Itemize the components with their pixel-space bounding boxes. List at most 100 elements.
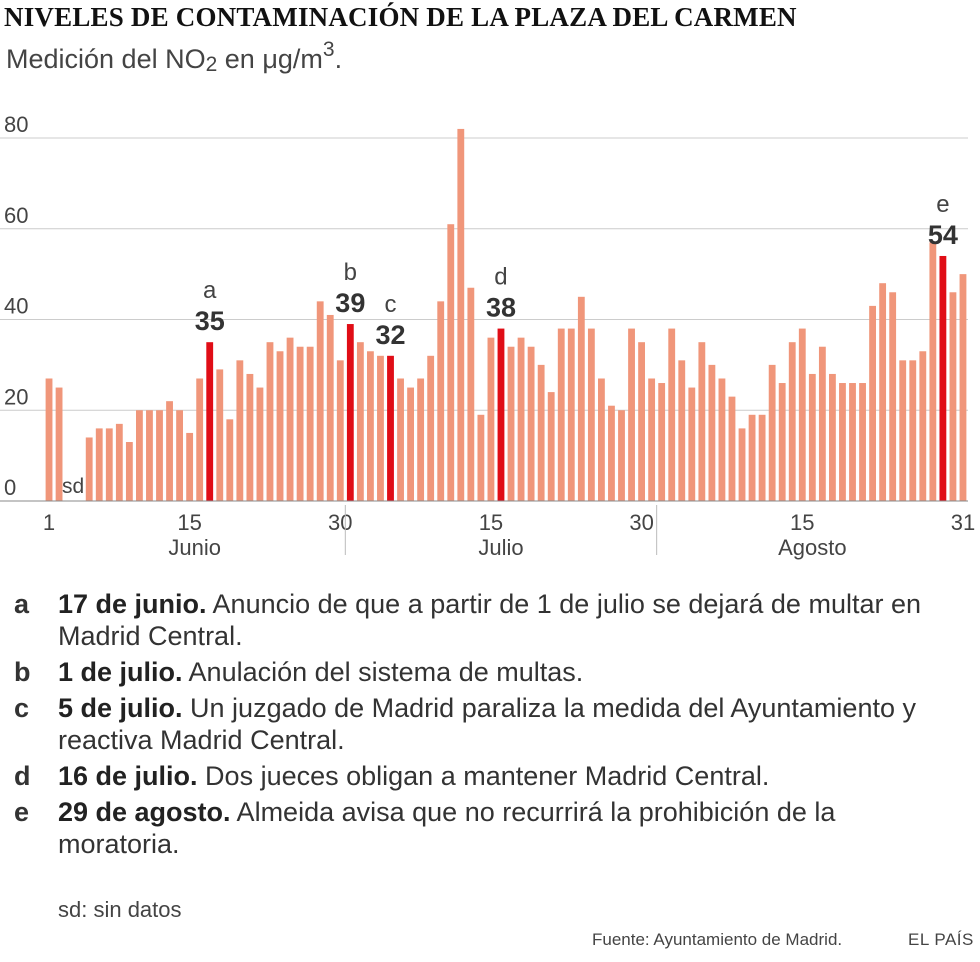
x-tick-label: 30 (328, 510, 352, 535)
bar (859, 383, 866, 501)
y-tick-label: 40 (4, 294, 28, 319)
bar (869, 305, 877, 501)
note-date: 5 de julio. (58, 693, 183, 723)
subtitle-suffix: . (334, 44, 343, 74)
bar (115, 423, 123, 501)
bar (507, 346, 515, 501)
bar (678, 360, 686, 501)
subtitle-subscript: 2 (205, 53, 218, 76)
note-letter: b (14, 657, 31, 687)
bar (738, 428, 746, 501)
annotation-value: 38 (486, 293, 516, 323)
bar (828, 373, 836, 501)
bar (909, 360, 917, 501)
bar (618, 410, 625, 501)
bar (276, 351, 284, 501)
note-body: 29 de agosto. Almeida avisa que no recur… (58, 796, 964, 860)
bar (929, 242, 937, 502)
bar (135, 410, 143, 501)
highlight-bar (387, 355, 394, 501)
bar (537, 364, 545, 501)
bar (296, 346, 304, 501)
chart-title: NIVELES DE CONTAMINACIÓN DE LA PLAZA DEL… (4, 2, 797, 32)
bar (708, 364, 716, 501)
bar (758, 414, 766, 501)
bar (186, 432, 194, 501)
x-tick-label: 1 (43, 510, 55, 535)
bar (788, 342, 796, 501)
bar (366, 351, 374, 501)
bar (407, 387, 415, 501)
bar (919, 351, 927, 501)
note-text: Anulación del sistema de multas. (182, 657, 584, 687)
bar (467, 287, 475, 501)
bar (648, 378, 656, 501)
bar (477, 414, 485, 501)
bar (125, 442, 133, 501)
bar (427, 355, 435, 501)
brand-logo: EL PAÍS (908, 930, 974, 949)
bar (336, 360, 344, 501)
bar (547, 392, 555, 501)
bar (105, 428, 113, 501)
y-tick-label: 80 (4, 112, 28, 137)
chart-subtitle: Medición del NO2 en μg/m3. (6, 38, 343, 76)
bar (808, 373, 816, 501)
note-body: 1 de julio. Anulación del sistema de mul… (58, 656, 964, 688)
note-letter: e (14, 797, 30, 827)
note-date: 17 de junio. (58, 589, 207, 619)
bar (658, 383, 666, 501)
bar (778, 383, 786, 501)
month-label: Julio (478, 535, 523, 560)
bar (798, 328, 806, 501)
bar (326, 314, 334, 501)
bar (718, 378, 726, 501)
bar (849, 383, 856, 501)
bar (527, 346, 535, 501)
bar (638, 342, 646, 501)
annotation-letter: a (203, 277, 217, 304)
bar (246, 373, 254, 501)
annotation-value: 39 (335, 288, 365, 318)
note-letter: c (14, 693, 30, 723)
bar (668, 328, 676, 501)
bar (517, 337, 525, 501)
bar (698, 342, 706, 501)
bar (55, 387, 63, 501)
bar (156, 410, 163, 501)
x-tick-label: 15 (479, 510, 503, 535)
subtitle-prefix: Medición del NO (6, 44, 206, 74)
highlight-bar (346, 324, 354, 501)
annotation-notes: a 17 de junio. Anuncio de que a partir d… (14, 588, 964, 864)
annotation-value: 32 (375, 320, 405, 350)
bar (457, 128, 465, 502)
bar (196, 378, 204, 501)
bar (889, 292, 897, 501)
bar (818, 346, 826, 501)
note-a: a 17 de junio. Anuncio de que a partir d… (14, 588, 964, 652)
note-date: 16 de julio. (58, 761, 198, 791)
note-d: d 16 de julio. Dos jueces obligan a mant… (14, 760, 964, 792)
bar (236, 360, 244, 501)
bar (949, 292, 957, 501)
note-date: 29 de agosto. (58, 797, 231, 827)
y-tick-label: 60 (4, 203, 28, 228)
no2-bar-chart: 0 20 40 60 80 sd 35a 39b 32c 38d 54e 1 15 30 15 30 15 31 J… (0, 112, 975, 560)
highlight-bar (206, 342, 214, 501)
bar (899, 360, 907, 501)
bar (728, 396, 736, 501)
bar (748, 414, 756, 501)
bar (597, 378, 605, 501)
y-tick-label: 0 (4, 475, 16, 500)
bar (768, 364, 776, 501)
sd-label: sd (62, 475, 84, 498)
bar (95, 428, 103, 501)
annotation-letter: e (936, 191, 949, 218)
bar (316, 301, 324, 501)
note-body: 16 de julio. Dos jueces obligan a manten… (58, 760, 964, 792)
bar (306, 346, 314, 501)
x-tick-label: 30 (629, 510, 653, 535)
x-tick-label: 15 (790, 510, 814, 535)
bar (397, 378, 404, 501)
bar (447, 224, 455, 501)
